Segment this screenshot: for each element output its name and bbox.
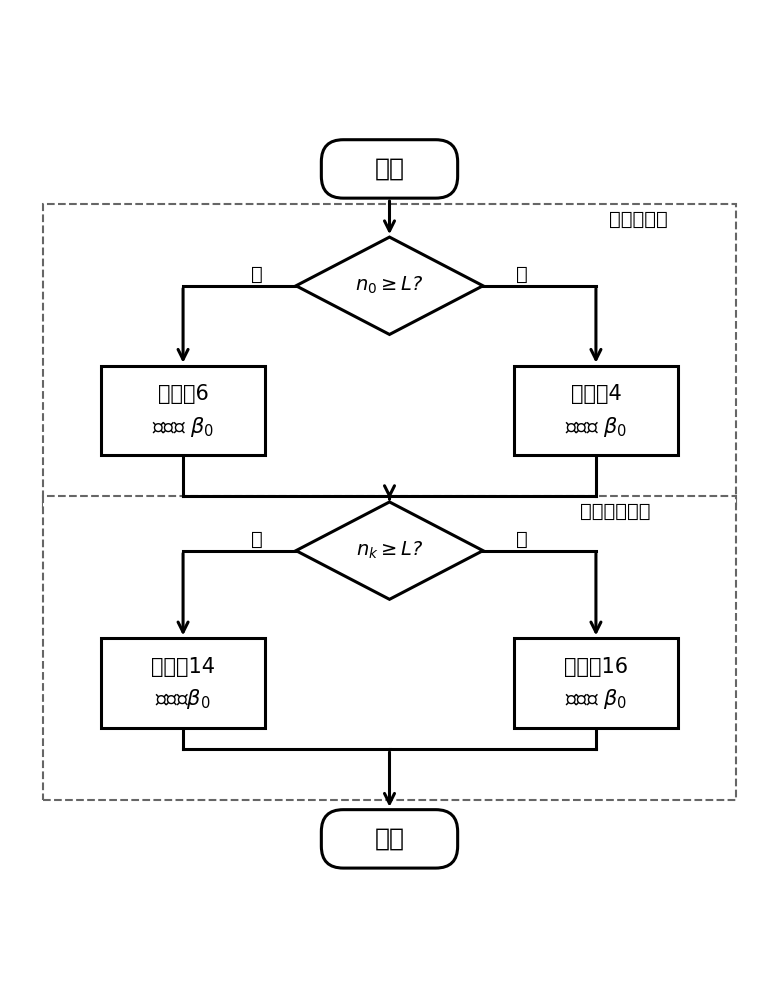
Polygon shape bbox=[296, 237, 483, 334]
FancyBboxPatch shape bbox=[321, 140, 457, 198]
Text: 连续学习阶段: 连续学习阶段 bbox=[580, 502, 650, 521]
Bar bbox=[43, 496, 736, 800]
Bar bbox=[101, 366, 265, 455]
Text: $n_k\geq L$?: $n_k\geq L$? bbox=[356, 540, 423, 561]
Text: 用公式4: 用公式4 bbox=[570, 384, 622, 404]
Text: 用公式14: 用公式14 bbox=[151, 657, 215, 677]
Text: 用公式16: 用公式16 bbox=[564, 657, 628, 677]
Text: 是: 是 bbox=[251, 529, 263, 548]
Bar bbox=[514, 638, 678, 728]
FancyBboxPatch shape bbox=[321, 810, 457, 868]
Text: 初始化$\beta_0$: 初始化$\beta_0$ bbox=[155, 687, 211, 711]
Bar bbox=[101, 638, 265, 728]
Text: 否: 否 bbox=[516, 265, 528, 284]
Text: 开始: 开始 bbox=[375, 157, 404, 181]
Polygon shape bbox=[296, 502, 483, 599]
Bar bbox=[43, 204, 736, 508]
Text: 初始化 $\beta_0$: 初始化 $\beta_0$ bbox=[152, 415, 214, 439]
Text: 是: 是 bbox=[251, 265, 263, 284]
Text: 初始化阶段: 初始化阶段 bbox=[609, 210, 668, 229]
Text: 结束: 结束 bbox=[375, 827, 404, 851]
Text: 初始化 $\beta_0$: 初始化 $\beta_0$ bbox=[565, 415, 627, 439]
Text: 否: 否 bbox=[516, 529, 528, 548]
Text: 初始化 $\beta_0$: 初始化 $\beta_0$ bbox=[565, 687, 627, 711]
Text: $n_0\geq L$?: $n_0\geq L$? bbox=[355, 275, 424, 296]
Text: 用公式6: 用公式6 bbox=[157, 384, 209, 404]
Bar bbox=[514, 366, 678, 455]
